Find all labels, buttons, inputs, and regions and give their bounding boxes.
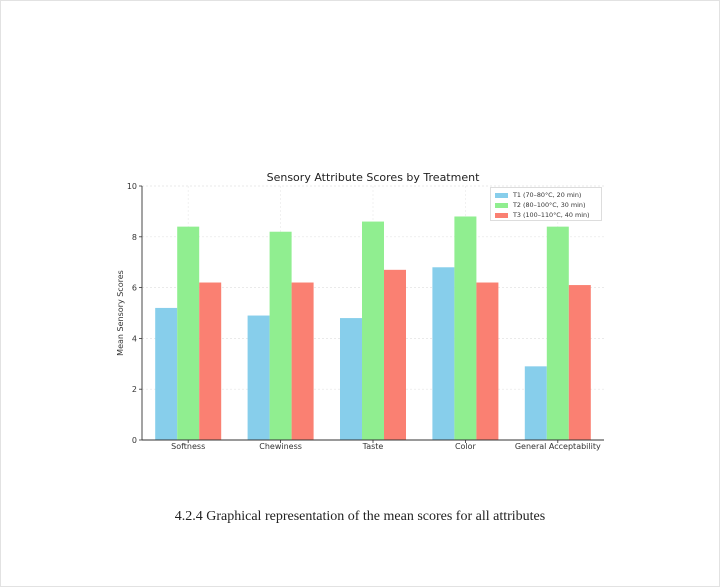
bar-t2-taste [362, 221, 384, 440]
y-tick-label: 10 [127, 182, 137, 191]
y-tick-label: 8 [132, 233, 137, 242]
bar-t1-general-acceptability [524, 366, 547, 440]
legend-label-t2: T2 (80–100°C, 30 min) [513, 201, 586, 209]
bar-t1-taste [340, 318, 362, 440]
legend-entry-t1: T1 (70–80°C, 20 min) [495, 190, 601, 200]
legend-swatch-t1 [495, 192, 508, 198]
bar-t3-softness [199, 282, 222, 440]
bar-t2-softness [177, 226, 200, 440]
bar-t3-color [476, 282, 499, 440]
legend-entry-t2: T2 (80–100°C, 30 min) [495, 200, 601, 210]
y-tick-label: 4 [132, 334, 137, 343]
bar-t3-chewiness [291, 282, 314, 440]
figure-caption: 4.2.4 Graphical representation of the me… [174, 509, 546, 524]
bar-t3-taste [384, 269, 406, 440]
legend-label-t1: T1 (70–80°C, 20 min) [513, 191, 582, 199]
bar-t2-chewiness [269, 231, 292, 440]
legend-swatch-t2 [495, 202, 508, 208]
bar-t3-general-acceptability [568, 285, 591, 440]
bar-t2-color [454, 216, 477, 440]
x-tick-label: General Acceptability [515, 442, 601, 451]
x-tick-label: Softness [171, 442, 205, 451]
bar-t1-chewiness [247, 315, 270, 440]
bar-t1-color [432, 267, 455, 440]
x-tick-label: Color [455, 442, 477, 451]
legend-entry-t3: T3 (100–110°C, 40 min) [495, 210, 601, 220]
y-axis-label: Mean Sensory Scores [116, 270, 125, 356]
legend-label-t3: T3 (100–110°C, 40 min) [513, 211, 590, 219]
chart-title: Sensory Attribute Scores by Treatment [267, 171, 480, 184]
bar-t1-softness [155, 307, 178, 440]
y-tick-label: 2 [132, 385, 137, 394]
x-tick-label: Taste [362, 442, 384, 451]
x-tick-label: Chewiness [259, 442, 302, 451]
chart-legend: T1 (70–80°C, 20 min) T2 (80–100°C, 30 mi… [490, 187, 602, 221]
bar-t2-general-acceptability [546, 226, 569, 440]
y-tick-label: 0 [132, 436, 137, 445]
y-tick-label: 6 [132, 284, 137, 293]
legend-swatch-t3 [495, 212, 508, 218]
